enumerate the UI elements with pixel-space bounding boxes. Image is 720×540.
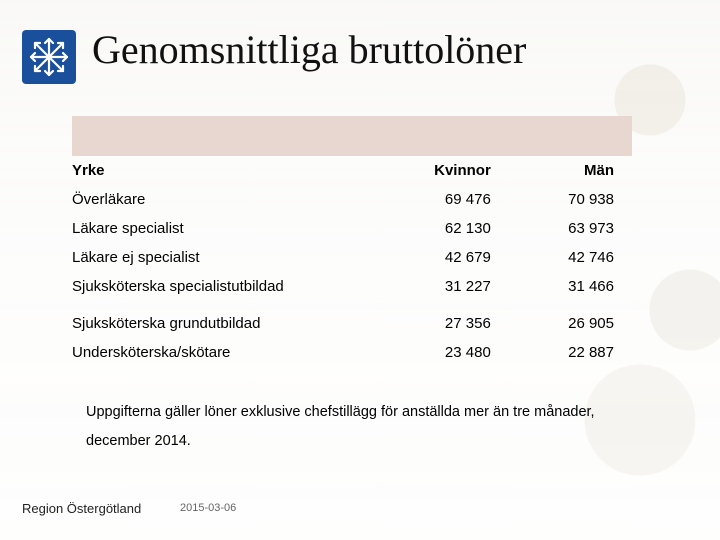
cell: 69 476	[386, 185, 509, 214]
cell: 31 466	[509, 272, 632, 301]
table-row: Läkare specialist 62 130 63 973	[72, 214, 632, 243]
cell: 42 746	[509, 243, 632, 272]
table: Yrke Kvinnor Män Överläkare 69 476 70 93…	[72, 156, 632, 367]
cell: Sjuksköterska grundutbildad	[72, 301, 386, 338]
cell: 63 973	[509, 214, 632, 243]
table-row: Överläkare 69 476 70 938	[72, 185, 632, 214]
cell: Överläkare	[72, 185, 386, 214]
cell: Läkare specialist	[72, 214, 386, 243]
footer-date: 2015-03-06	[180, 502, 236, 514]
cell: 26 905	[509, 301, 632, 338]
cell: 42 679	[386, 243, 509, 272]
table-header-row: Yrke Kvinnor Män	[72, 156, 632, 185]
table-row: Undersköterska/skötare 23 480 22 887	[72, 338, 632, 367]
cell: Läkare ej specialist	[72, 243, 386, 272]
cell: 27 356	[386, 301, 509, 338]
table-row: Sjuksköterska grundutbildad 27 356 26 90…	[72, 301, 632, 338]
snowflake-icon	[27, 35, 71, 79]
cell: 70 938	[509, 185, 632, 214]
table-row: Läkare ej specialist 42 679 42 746	[72, 243, 632, 272]
caption-text: Uppgifterna gäller löner exklusive chefs…	[86, 398, 646, 456]
col-header-kvinnor: Kvinnor	[386, 156, 509, 185]
footer-org: Region Östergötland	[22, 501, 141, 516]
cell: Sjuksköterska specialistutbildad	[72, 272, 386, 301]
table-header-band	[72, 116, 632, 156]
cell: 31 227	[386, 272, 509, 301]
cell: 22 887	[509, 338, 632, 367]
col-header-man: Män	[509, 156, 632, 185]
page-title: Genomsnittliga bruttolöner	[92, 26, 526, 73]
salary-table: Yrke Kvinnor Män Överläkare 69 476 70 93…	[72, 116, 632, 367]
cell: 23 480	[386, 338, 509, 367]
col-header-yrke: Yrke	[72, 156, 386, 185]
region-logo	[22, 30, 76, 84]
slide: Genomsnittliga bruttolöner Yrke Kvinnor …	[0, 0, 720, 540]
cell: Undersköterska/skötare	[72, 338, 386, 367]
table-row: Sjuksköterska specialistutbildad 31 227 …	[72, 272, 632, 301]
cell: 62 130	[386, 214, 509, 243]
